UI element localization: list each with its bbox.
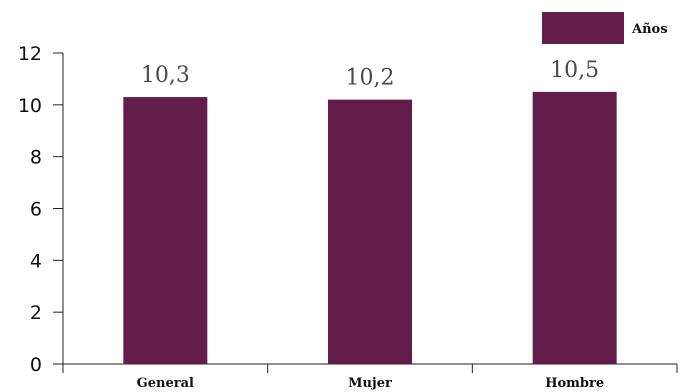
legend-label: Años	[631, 22, 668, 37]
data-labels-group: 10,3 10,2 10,5	[141, 58, 599, 91]
data-label: 10,5	[550, 58, 599, 83]
legend-swatch	[542, 12, 624, 44]
legend: Años	[542, 12, 668, 44]
x-tick-label: General	[137, 376, 194, 391]
y-tick-label: 8	[30, 147, 42, 169]
data-label: 10,3	[141, 63, 190, 88]
data-label: 10,2	[346, 66, 395, 91]
y-tick-label: 12	[18, 43, 42, 65]
y-tick-label: 4	[30, 250, 42, 272]
y-tick-label: 2	[30, 302, 42, 324]
bar	[328, 99, 412, 365]
x-tick-label: Hombre	[545, 376, 604, 391]
y-tick-label: 6	[30, 199, 42, 221]
bar	[123, 97, 208, 364]
bars-group	[123, 91, 617, 365]
x-axis: General Mujer Hombre	[62, 363, 678, 391]
bar	[532, 91, 617, 364]
y-tick-label: 0	[30, 354, 42, 376]
x-tick-label: Mujer	[348, 376, 392, 391]
y-axis: 0 2 4 6 8 10 12	[18, 43, 64, 376]
y-tick-label: 10	[18, 95, 42, 117]
